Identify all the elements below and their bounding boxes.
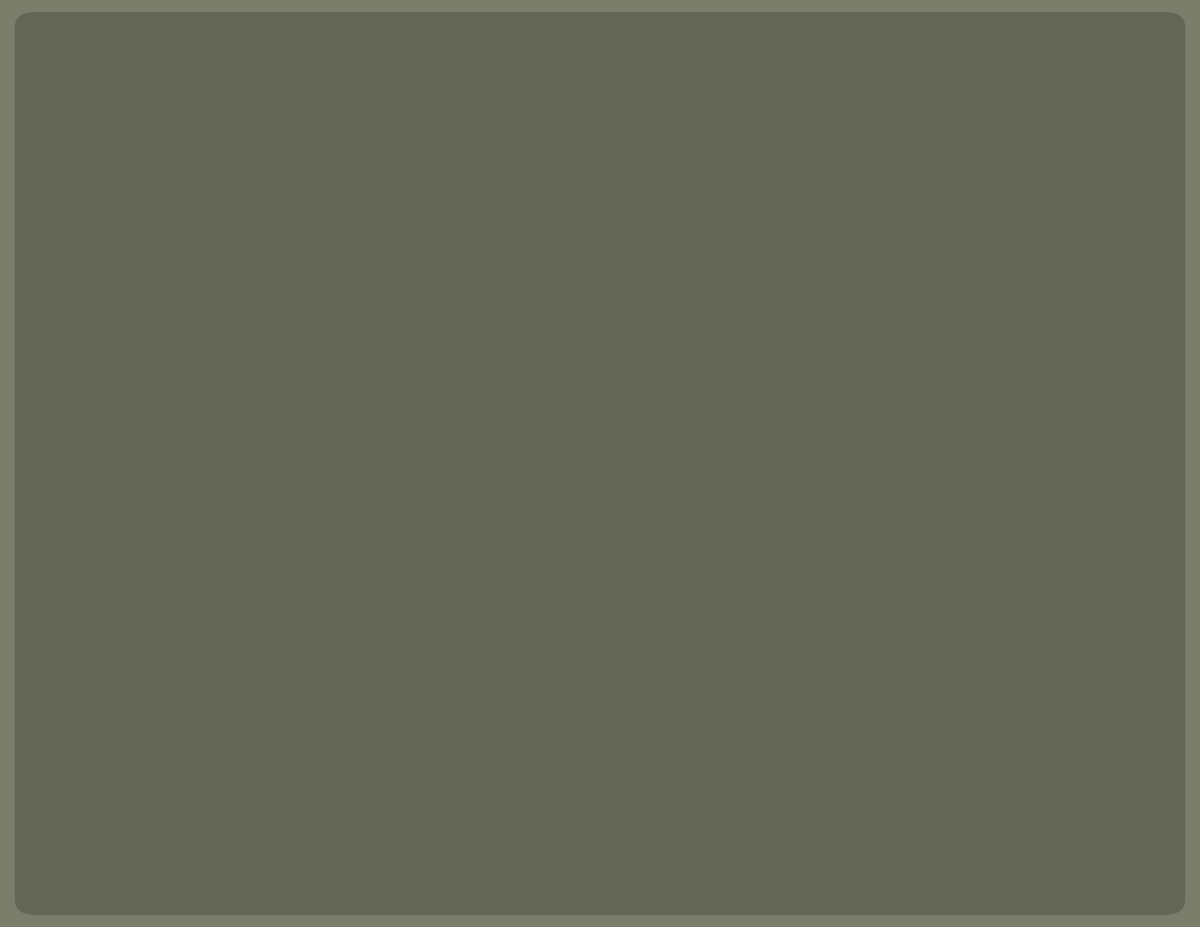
Text: response: response: [703, 525, 884, 561]
Text: Direction of message: Direction of message: [234, 493, 410, 512]
Text: information: information: [889, 344, 1028, 364]
Text: neurons: neurons: [703, 389, 862, 425]
Text: innate (instinct): innate (instinct): [710, 569, 853, 584]
Circle shape: [278, 330, 310, 363]
Text: Axon terminals synapse: Axon terminals synapse: [270, 577, 494, 595]
Text: with dendrites on target cell: with dendrites on target cell: [234, 608, 502, 626]
Circle shape: [263, 312, 325, 382]
Text: stimulus: stimulus: [703, 256, 884, 292]
Text: Neuron Signaling: Neuron Signaling: [634, 210, 894, 237]
Text: or with changing environmental: or with changing environmental: [710, 624, 962, 638]
Text: Axon: Axon: [324, 737, 365, 755]
Text: commands: commands: [862, 460, 962, 479]
Text: Neural Mechanisms of Behavior: Neural Mechanisms of Behavior: [372, 168, 1007, 205]
Text: conditions: conditions: [710, 651, 794, 665]
Text: neurotransmitters: neurotransmitters: [792, 489, 1007, 510]
Text: Axon: Axon: [180, 464, 221, 481]
Text: Cell body: Cell body: [384, 406, 461, 425]
Circle shape: [229, 668, 287, 733]
Text: doesn't change over time: doesn't change over time: [710, 597, 912, 611]
Text: Dendrites: Dendrites: [156, 216, 238, 235]
FancyBboxPatch shape: [72, 167, 672, 834]
Circle shape: [245, 686, 271, 716]
